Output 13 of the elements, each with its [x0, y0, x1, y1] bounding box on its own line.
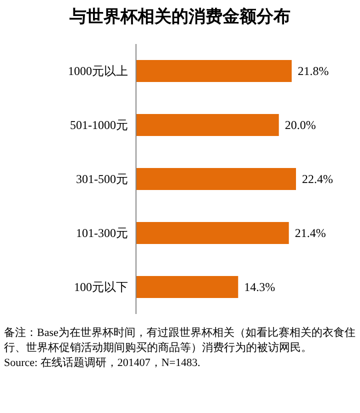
y-tick-label: 100元以下	[74, 280, 128, 294]
y-tick-label: 101-300元	[76, 226, 128, 240]
data-label: 21.8%	[298, 64, 329, 78]
text: 备注：Base为在世界杯时间，有过跟世界杯相关（如看比赛相关的衣食住行、世界杯促销活动期间购买的商品等）消费行为的被访网民。	[4, 326, 356, 356]
y-tick-label: 501-1000元	[70, 118, 128, 132]
data-label: 14.3%	[244, 280, 276, 294]
data-label: 21.4%	[294, 226, 326, 240]
source-note: Source: 在线话题调研，201407，N=1483.	[4, 356, 202, 371]
data-label: 22.4%	[302, 172, 333, 186]
y-tick-label: 1000元以上	[68, 64, 128, 78]
chart-title: 与世界杯相关的消费金额分布	[68, 7, 290, 26]
y-tick-label: 301-500元	[76, 172, 128, 186]
data-label: 20.0%	[284, 118, 316, 132]
